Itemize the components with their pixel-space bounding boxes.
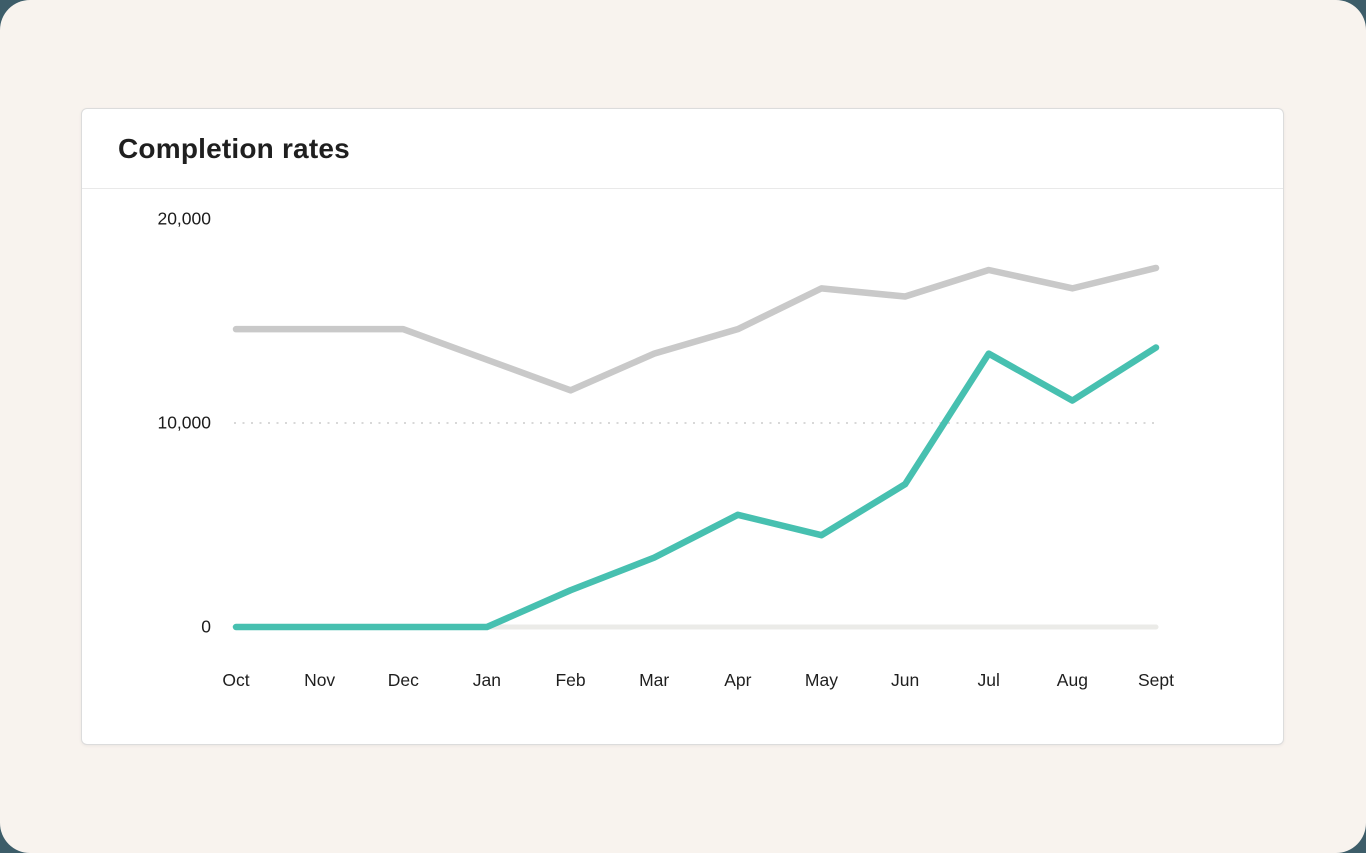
x-axis-month-label: Sept [1138,670,1174,690]
x-axis-month-label: Nov [304,670,336,690]
x-axis-month-label: Aug [1056,670,1088,690]
y-axis-tick-label: 20,000 [157,208,211,229]
series-3-teal-line [232,344,1160,631]
series-2-gray-line [232,264,1160,394]
completion-rates-card: Completion rates 20,000 10,000 0 Oct Nov Dec… [81,108,1284,745]
x-axis-month-label: Mar [639,670,670,690]
x-axis-month-label: Apr [724,670,752,690]
x-axis-month-label: Feb [555,670,586,690]
x-axis-month-label: Jul [977,670,1000,690]
completion-rates-line-chart [232,264,1160,631]
x-axis-month-label: Jun [890,670,920,690]
x-axis-month-label: Dec [387,670,419,690]
x-axis-month-label: Oct [222,670,250,690]
card-title: Completion rates [118,132,350,164]
x-axis-month-label: May [804,670,838,690]
chart-area: 20,000 10,000 0 Oct Nov Dec Jan Feb Mar Apr May Ju… [82,189,1283,744]
x-axis-month-label: Jan [472,670,502,690]
card-header: Completion rates [82,109,1283,189]
y-axis-tick-label: 10,000 [157,412,211,433]
y-axis-tick-label: 0 [201,616,211,637]
